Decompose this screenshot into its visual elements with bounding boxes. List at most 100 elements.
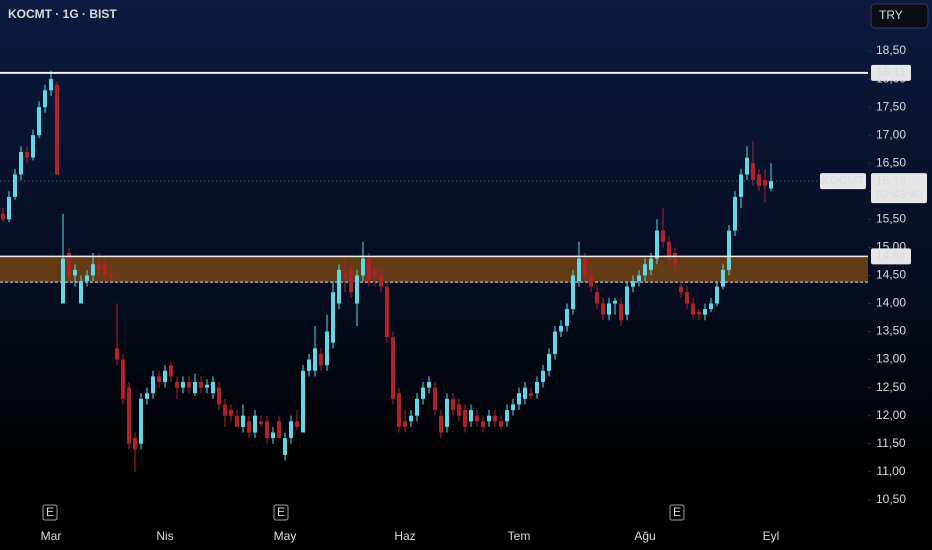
candle-body [697,311,701,315]
candle-body [163,370,167,383]
price-line-label-bg [871,64,911,81]
candle-body [667,241,671,259]
candle-body [439,415,443,433]
candle-body [319,353,323,366]
candle-body [349,269,353,293]
candle-body [577,258,581,282]
candle-body [295,421,299,427]
candle-body [649,258,653,270]
candle-body [343,275,347,279]
candle-body [679,286,683,293]
currency-button-bg[interactable] [870,3,929,29]
candle-body [193,382,197,394]
y-tick-label: 18,50 [876,43,906,57]
candle-body [469,410,473,422]
candle-body [235,415,239,427]
candle-body [67,252,71,276]
candle-body [109,275,113,279]
candle-body [445,398,449,427]
candle-body [217,387,221,405]
candle-body [559,325,563,332]
candle-body [205,384,209,388]
x-tick-label: Haz [394,529,415,543]
candle-body [451,398,455,411]
candle-body [43,90,47,108]
currency-label[interactable]: TRY [879,8,903,22]
candle-body [307,359,311,371]
candle-body [757,174,761,186]
candle-body [313,348,317,371]
candle-body [169,365,173,377]
candle-body [187,382,191,388]
candle-body [709,303,713,310]
candle-body [481,421,485,427]
candle-body [691,303,695,315]
candle-body [517,393,521,405]
last-price-label-bg [871,173,927,204]
candle-body [541,370,545,383]
candle-body [55,84,59,175]
candle-body [223,404,227,416]
event-marker: E [46,505,54,519]
candle-body [733,196,737,231]
candle-body [49,79,53,91]
candle-body [277,421,281,439]
y-tick-label: 13,00 [876,352,906,366]
candle-body [253,415,257,433]
candle-body [7,196,11,220]
candle-body [655,230,659,259]
y-tick-label: 11,00 [876,464,905,478]
candle-body [259,421,263,425]
candle-body [595,292,599,304]
candle-body [133,438,137,450]
candle-body [211,382,215,394]
candle-body [583,258,587,276]
candle-body [289,421,293,439]
x-tick-label: Mar [41,529,62,543]
candle-body [121,359,125,399]
candle-body [301,370,305,433]
event-marker-bg [42,504,58,521]
candle-body [631,281,635,287]
y-tick-label: 14,50 [876,268,906,282]
candle-body [661,230,665,242]
candle-body [433,387,437,411]
candle-body [601,303,605,315]
candle-body [385,286,389,338]
candle-body [607,303,611,315]
candle-body [739,174,743,197]
candle-body [493,415,497,422]
candle-body [703,309,707,315]
y-tick-label: 12,00 [876,408,906,422]
candle-body [271,432,275,439]
candle-body [61,258,65,304]
y-tick-label: 12,50 [876,380,906,394]
candle-body [457,404,461,416]
currency-button[interactable]: TRY [870,3,929,29]
symbol-label: KOCMT [821,173,865,187]
candle-body [265,421,269,439]
candle-body [367,258,371,282]
candle-body [247,421,251,433]
candle-body [103,264,107,276]
countdown-label: 02:43:40 [876,187,923,201]
candle-body [529,393,533,397]
candle-body [625,286,629,315]
candle-body [13,174,17,197]
candle-body [427,382,431,388]
event-marker-bg [669,504,685,521]
candle-body [535,382,539,394]
price-line-label: 14,84 [876,249,906,263]
candle-body [619,303,623,321]
y-tick-label: 17,00 [876,127,906,141]
candle-body [745,157,749,175]
candle-body [763,180,767,186]
candle-body [37,107,41,136]
candle-body [73,269,77,276]
candle-body [403,421,407,427]
chart-title: KOCMT · 1G · BIST [8,7,117,21]
candle-body [157,376,161,383]
candle-body [361,258,365,276]
candle-body [769,181,773,189]
y-tick-label: 14,00 [876,296,906,310]
